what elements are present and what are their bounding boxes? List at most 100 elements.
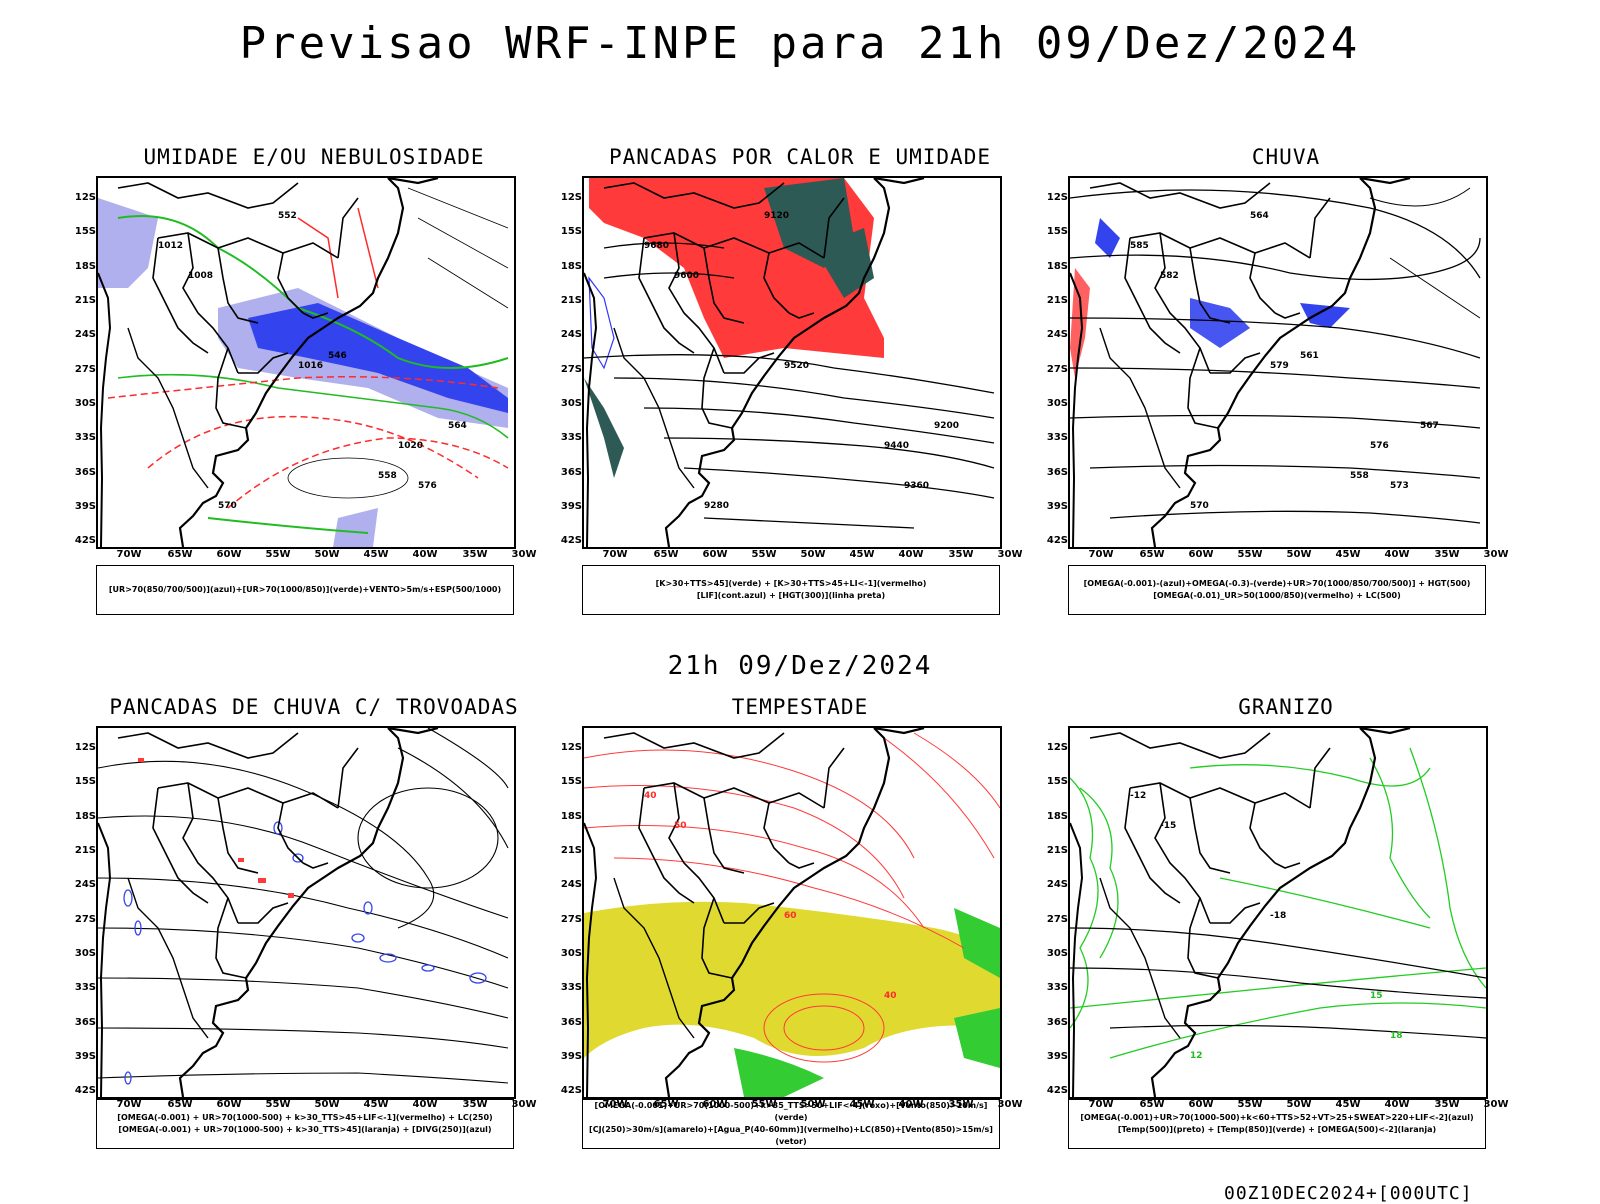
latitude-label: 36S [560, 1017, 582, 1028]
longitude-label: 30W [1483, 549, 1509, 560]
longitude-label: 70W [116, 549, 142, 560]
latitude-label: 21S [74, 295, 96, 306]
contour-label: 40 [644, 791, 657, 801]
panel-umidade: UMIDADE E/OU NEBULOSIDADE 1012 1008 1016 10… [64, 145, 564, 650]
longitude-label: 35W [462, 549, 488, 560]
longitude-label: 45W [849, 1099, 875, 1110]
panel-trovoadas: PANCADAS DE CHUVA C/ TROVOADAS [OMEGA(-0… [64, 695, 564, 1200]
legend-line: [UR>70(850/700/500)](azul)+[UR>70(1000/8… [108, 585, 502, 594]
contour-label: 15 [1370, 991, 1383, 1001]
latitude-label: 27S [560, 364, 582, 375]
latitude-label: 42S [74, 535, 96, 546]
panel-legend: [K>30+TTS>45](verde) + [K>30+TTS>45+LI<-… [582, 565, 1000, 615]
contour-label: 1012 [158, 241, 183, 251]
longitude-label: 70W [116, 1099, 142, 1110]
longitude-label: 70W [1088, 1099, 1114, 1110]
longitude-label: 60W [702, 1099, 728, 1110]
longitude-label: 40W [1384, 549, 1410, 560]
latitude-label: 24S [560, 329, 582, 340]
longitude-label: 55W [265, 549, 291, 560]
map-pancadas-calor: 9680 9600 9520 9440 9360 9280 9200 9120 [582, 176, 1002, 549]
map-canvas: 40 50 60 40 [584, 728, 1000, 1097]
contour-label: 9440 [884, 441, 909, 451]
longitude-label: 40W [898, 1099, 924, 1110]
contour-label: 564 [448, 421, 467, 431]
contour-label: -12 [1130, 791, 1146, 801]
contour-label: 561 [1300, 351, 1319, 361]
contour-label: 582 [1160, 271, 1179, 281]
latitude-label: 21S [1046, 295, 1068, 306]
panel-legend: [OMEGA(-0.001)+UR>70(1000-500)+k>35_TTS>… [582, 1099, 1000, 1149]
latitude-label: 42S [560, 1085, 582, 1096]
contour-label: 567 [1420, 421, 1439, 431]
legend-line: [OMEGA(-0.01)_UR>50(1000/850)(vermelho) … [1153, 591, 1401, 600]
panel-legend: [OMEGA(-0.001)+UR>70(1000-500)+k<60+TTS>… [1068, 1099, 1486, 1149]
latitude-label: 18S [560, 261, 582, 272]
longitude-label: 55W [265, 1099, 291, 1110]
legend-line: [OMEGA(-0.001) + UR>70(1000-500) + k>30_… [117, 1113, 493, 1122]
latitude-label: 15S [560, 776, 582, 787]
panel-title: PANCADAS DE CHUVA C/ TROVOADAS [109, 695, 519, 719]
latitude-label: 12S [1046, 742, 1068, 753]
longitude-label: 55W [1237, 1099, 1263, 1110]
main-title: Previsao WRF-INPE para 21h 09/Dez/2024 [239, 18, 1361, 69]
map-canvas: 585 582 579 576 573 570 567 564 561 558 [1070, 178, 1481, 547]
latitude-label: 12S [560, 192, 582, 203]
longitude-label: 65W [653, 549, 679, 560]
longitude-label: 45W [363, 1099, 389, 1110]
latitude-label: 30S [74, 398, 96, 409]
latitude-label: 21S [1046, 845, 1068, 856]
legend-line: [LIF](cont.azul) + [HGT(300)](linha pret… [696, 591, 886, 600]
forecast-time: 21h 09/Dez/2024 [667, 651, 933, 681]
latitude-label: 21S [560, 295, 582, 306]
latitude-label: 27S [1046, 364, 1068, 375]
latitude-label: 30S [74, 948, 96, 959]
latitude-label: 30S [1046, 398, 1068, 409]
contour-label: 564 [1250, 211, 1269, 221]
latitude-label: 36S [1046, 467, 1068, 478]
legend-line: [CJ(250)>30m/s](amarelo)+[Agua_P(40-60mm… [589, 1125, 993, 1146]
longitude-label: 70W [1088, 549, 1114, 560]
latitude-label: 21S [74, 845, 96, 856]
latitude-label: 15S [560, 226, 582, 237]
longitude-label: 40W [412, 1099, 438, 1110]
longitude-label: 30W [997, 549, 1023, 560]
latitude-label: 30S [560, 398, 582, 409]
contour-label: -18 [1270, 911, 1286, 921]
map-canvas [98, 728, 509, 1097]
longitude-label: 65W [1139, 549, 1165, 560]
contour-label: 1008 [188, 271, 213, 281]
latitude-label: 42S [1046, 535, 1068, 546]
panel-legend: [OMEGA(-0.001) + UR>70(1000-500) + k>30_… [96, 1099, 514, 1149]
latitude-label: 18S [74, 261, 96, 272]
latitude-label: 15S [74, 226, 96, 237]
latitude-label: 33S [560, 432, 582, 443]
panel-legend: [UR>70(850/700/500)](azul)+[UR>70(1000/8… [96, 565, 514, 615]
contour-label: -15 [1160, 821, 1176, 831]
longitude-label: 30W [1483, 1099, 1509, 1110]
longitude-label: 35W [462, 1099, 488, 1110]
latitude-label: 30S [560, 948, 582, 959]
legend-line: [OMEGA(-0.001) + UR>70(1000-500) + k>30_… [118, 1125, 492, 1134]
contour-label: 40 [884, 991, 897, 1001]
latitude-label: 12S [1046, 192, 1068, 203]
longitude-label: 55W [1237, 549, 1263, 560]
panel-legend: [OMEGA(-0.001)-(azul)+OMEGA(-0.3)-(verde… [1068, 565, 1486, 615]
longitude-label: 55W [751, 549, 777, 560]
longitude-label: 50W [800, 1099, 826, 1110]
map-umidade: 1012 1008 1016 1020 576 570 564 552 546 558 [96, 176, 516, 549]
latitude-label: 18S [74, 811, 96, 822]
legend-line: [OMEGA(-0.001)+UR>70(1000-500)+k<60+TTS>… [1080, 1113, 1474, 1122]
map-canvas: -12 -15 -18 15 18 12 [1070, 728, 1486, 1097]
longitude-label: 30W [997, 1099, 1023, 1110]
latitude-label: 18S [1046, 261, 1068, 272]
longitude-label: 60W [1188, 1099, 1214, 1110]
latitude-label: 36S [1046, 1017, 1068, 1028]
contour-label: 9360 [904, 481, 929, 491]
latitude-label: 33S [74, 982, 96, 993]
latitude-label: 27S [560, 914, 582, 925]
longitude-label: 50W [314, 1099, 340, 1110]
legend-line: [OMEGA(-0.001)+UR>70(1000-500)+k>35_TTS>… [594, 1101, 988, 1122]
map-chuva: 585 582 579 576 573 570 567 564 561 558 [1068, 176, 1488, 549]
contour-label: 585 [1130, 241, 1149, 251]
